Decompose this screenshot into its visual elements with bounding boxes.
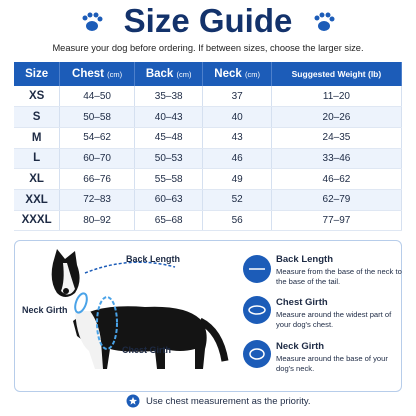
diagram-label: Neck Girth [22, 305, 68, 315]
measure-item: Chest Girth Measure around the widest par… [276, 297, 406, 329]
table-cell: 65–68 [134, 210, 204, 232]
table-cell: 40–43 [134, 106, 204, 128]
column-header: Back (cm) [134, 62, 204, 86]
header-unit: (cm) [107, 70, 123, 79]
table-cell: 46–62 [271, 168, 403, 190]
title: Size Guide [123, 2, 293, 39]
table-cell: 49 [202, 168, 272, 190]
table-row: M 54–62 45–48 43 24–35 [14, 127, 403, 149]
header-label: Chest [72, 68, 104, 80]
table-cell: 40 [202, 106, 272, 128]
table-cell: 43 [202, 127, 272, 149]
table-row: XXXL 80–92 65–68 56 77–97 [14, 210, 403, 232]
table-cell: 20–26 [271, 106, 403, 128]
table-cell: 46 [202, 148, 272, 170]
dog-illustration [51, 249, 229, 369]
table-cell: 37 [202, 86, 272, 108]
column-header: Chest (cm) [59, 62, 135, 86]
paw-icons [82, 12, 335, 31]
table-cell: 66–76 [59, 168, 135, 190]
measure-title: Neck Girth [276, 341, 325, 352]
table-cell: 60–63 [134, 189, 204, 211]
diagram-label: Back Length [126, 254, 181, 264]
table-cell: 50–53 [134, 148, 204, 170]
header-unit: (cm) [176, 70, 192, 79]
table-cell: 54–62 [59, 127, 135, 149]
table-cell: 55–58 [134, 168, 204, 190]
header-label: Neck [214, 68, 242, 80]
table-cell: 56 [202, 210, 272, 232]
measure-title: Back Length [276, 254, 334, 265]
measure-item: Neck Girth Measure around the base of you… [276, 341, 406, 373]
table-cell: XXXL [14, 210, 61, 232]
table-row: S 50–58 40–43 40 20–26 [14, 106, 403, 128]
footer-note: Use chest measurement as the priority. [146, 396, 311, 407]
measure-desc: Measure around the widest part of your d… [276, 310, 392, 329]
measure-icons [243, 255, 271, 368]
star-icon [126, 394, 140, 408]
table-cell: 80–92 [59, 210, 135, 232]
diagram-label: Chest Girth [122, 345, 172, 355]
table-cell: 77–97 [271, 210, 403, 232]
table-cell: XXL [14, 189, 61, 211]
subtitle: Measure your dog before ordering. If bet… [52, 43, 364, 53]
size-table: Size Chest (cm) Back (cm) Neck (cm) Suggeste… [14, 62, 403, 232]
table-row: XL 66–76 55–58 49 46–62 [14, 168, 403, 190]
table-cell: 50–58 [59, 106, 135, 128]
table-cell: M [14, 127, 61, 149]
table-row: XXL 72–83 60–63 52 62–79 [14, 189, 403, 211]
measure-desc: Measure around the base of your dog's ne… [276, 354, 388, 373]
table-cell: L [14, 148, 61, 170]
column-header: Neck (cm) [202, 62, 272, 86]
header-unit: (cm) [244, 70, 260, 79]
table-cell: 11–20 [271, 86, 403, 108]
table-cell: 60–70 [59, 148, 135, 170]
table-cell: 44–50 [59, 86, 135, 108]
column-header: Suggested Weight (lb) [271, 62, 403, 86]
table-cell: 35–38 [134, 86, 204, 108]
table-cell: S [14, 106, 61, 128]
header-label: Suggested Weight (lb) [291, 69, 382, 79]
table-cell: 33–46 [271, 148, 403, 170]
measure-desc: Measure from the base of the neck to the… [276, 267, 402, 286]
table-cell: XS [14, 86, 61, 108]
table-cell: 52 [202, 189, 272, 211]
measure-title: Chest Girth [276, 297, 328, 308]
column-header: Size [14, 62, 61, 86]
measure-item: Back Length Measure from the base of the … [276, 254, 406, 286]
table-cell: XL [14, 168, 61, 190]
table-cell: 72–83 [59, 189, 135, 211]
table-cell: 24–35 [271, 127, 403, 149]
measure-panel [14, 240, 402, 392]
header-label: Back [145, 68, 174, 80]
header-label: Size [25, 68, 49, 80]
table-row: XS 44–50 35–38 37 11–20 [14, 86, 403, 108]
table-cell: 45–48 [134, 127, 204, 149]
table-row: L 60–70 50–53 46 33–46 [14, 148, 403, 170]
table-cell: 62–79 [271, 189, 403, 211]
